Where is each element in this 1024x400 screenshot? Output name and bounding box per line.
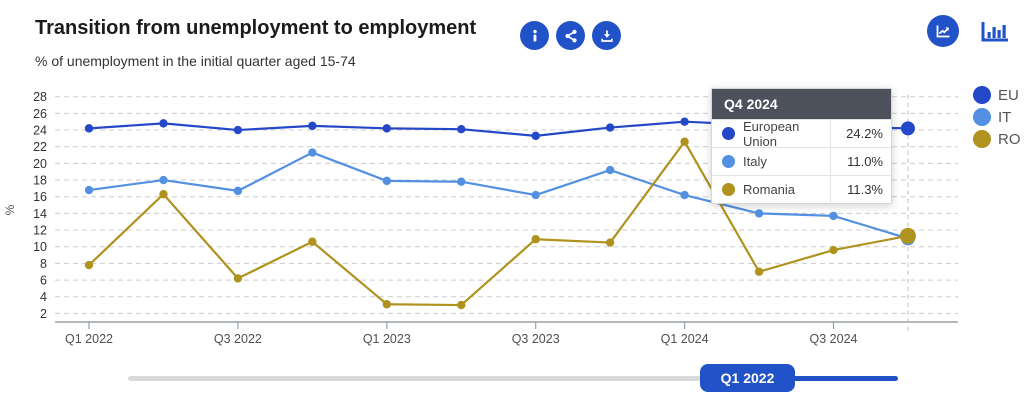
svg-text:18: 18 (33, 174, 47, 188)
slider-handle-label: Q1 2022 (720, 370, 775, 386)
slider-handle[interactable]: Q1 2022 (700, 364, 795, 392)
tooltip-value: 11.3% (830, 176, 891, 203)
svg-text:24: 24 (33, 124, 47, 138)
data-point-it[interactable] (754, 209, 764, 218)
svg-text:Q1 2024: Q1 2024 (661, 332, 709, 346)
legend-item-it[interactable]: IT (973, 108, 1021, 126)
data-point-eu[interactable] (308, 121, 317, 131)
data-point-eu[interactable] (84, 124, 94, 133)
data-point-ro[interactable] (233, 274, 243, 283)
svg-text:Q3 2024: Q3 2024 (810, 332, 858, 346)
svg-text:Q3 2023: Q3 2023 (512, 332, 560, 346)
info-button[interactable] (520, 21, 549, 50)
data-point-ro[interactable] (84, 260, 94, 270)
tooltip-label: Italy (743, 154, 767, 169)
tooltip-row-ro: Romania 11.3% (712, 175, 891, 203)
data-point-ro[interactable] (605, 238, 615, 247)
it-series-dot (722, 155, 735, 168)
legend-label: EU (998, 86, 1019, 104)
data-point-ro[interactable] (829, 245, 838, 255)
data-point-eu[interactable] (900, 121, 915, 136)
legend-item-eu[interactable]: EU (973, 86, 1021, 104)
svg-text:12: 12 (33, 224, 47, 238)
tooltip-label: European Union (743, 118, 800, 149)
data-point-eu[interactable] (233, 125, 243, 135)
tooltip-period: Q4 2024 (712, 89, 891, 119)
data-point-eu[interactable] (531, 131, 540, 141)
slider-selected-range[interactable] (747, 376, 898, 381)
data-point-ro[interactable] (457, 300, 466, 310)
svg-text:8: 8 (40, 257, 47, 271)
tooltip-label: Romania (743, 182, 796, 197)
info-icon (527, 28, 543, 44)
svg-text:2: 2 (40, 307, 47, 321)
svg-text:%: % (3, 204, 17, 215)
tooltip-row-eu: European Union 24.2% (712, 118, 891, 149)
line-chart-toggle[interactable] (927, 15, 959, 47)
data-point-eu[interactable] (159, 119, 168, 128)
tooltip-value: 11.0% (830, 148, 891, 175)
data-point-it[interactable] (531, 190, 540, 200)
svg-text:26: 26 (33, 107, 47, 121)
data-point-ro[interactable] (680, 137, 689, 146)
data-point-eu[interactable] (680, 117, 689, 126)
legend-label: IT (998, 108, 1012, 126)
data-point-it[interactable] (308, 148, 317, 157)
svg-text:20: 20 (33, 157, 47, 171)
data-point-eu[interactable] (605, 123, 615, 132)
svg-text:22: 22 (33, 140, 47, 154)
legend: EU IT RO (973, 86, 1021, 148)
legend-label: RO (998, 130, 1021, 148)
data-point-eu[interactable] (457, 125, 466, 134)
download-icon (599, 28, 615, 44)
svg-text:Q3 2022: Q3 2022 (214, 332, 262, 346)
download-button[interactable] (592, 21, 621, 50)
it-legend-dot (973, 108, 991, 126)
data-point-it[interactable] (84, 185, 94, 195)
tooltip-row-it: Italy 11.0% (712, 147, 891, 175)
svg-text:Q1 2023: Q1 2023 (363, 332, 411, 346)
svg-text:Q1 2022: Q1 2022 (65, 332, 113, 346)
svg-text:4: 4 (40, 290, 47, 304)
data-point-it[interactable] (457, 177, 466, 186)
data-point-ro[interactable] (308, 237, 317, 246)
data-point-ro[interactable] (531, 235, 540, 244)
svg-text:16: 16 (33, 190, 47, 204)
data-point-ro[interactable] (899, 227, 916, 244)
chart-tooltip: Q4 2024 European Union 24.2% Italy 11.0%… (711, 88, 892, 204)
data-point-eu[interactable] (382, 124, 391, 133)
data-point-it[interactable] (382, 176, 391, 186)
svg-text:10: 10 (33, 240, 47, 254)
svg-text:14: 14 (33, 207, 47, 221)
bar-chart-icon (978, 19, 1012, 45)
data-point-it[interactable] (829, 211, 838, 221)
tooltip-value: 24.2% (830, 120, 891, 147)
ro-series-dot (722, 183, 735, 196)
page-title: Transition from unemployment to employme… (35, 17, 477, 39)
legend-item-ro[interactable]: RO (973, 130, 1021, 148)
data-point-it[interactable] (233, 186, 243, 196)
data-point-ro[interactable] (159, 190, 168, 199)
data-point-it[interactable] (605, 165, 615, 175)
slider-track[interactable] (128, 376, 898, 381)
data-point-it[interactable] (159, 175, 168, 185)
share-button[interactable] (556, 21, 585, 50)
eu-series-dot (722, 127, 735, 140)
chart-subtitle: % of unemployment in the initial quarter… (35, 53, 356, 69)
data-point-ro[interactable] (754, 267, 764, 276)
svg-text:6: 6 (40, 274, 47, 288)
eu-legend-dot (973, 86, 991, 104)
data-point-it[interactable] (680, 190, 689, 200)
ro-legend-dot (973, 130, 991, 148)
line-chart-icon (933, 21, 953, 41)
data-point-ro[interactable] (382, 300, 391, 309)
time-range-slider: Q1 2022 (0, 363, 1024, 395)
svg-text:28: 28 (33, 90, 47, 104)
bar-chart-toggle[interactable] (976, 18, 1014, 46)
share-icon (563, 28, 579, 44)
